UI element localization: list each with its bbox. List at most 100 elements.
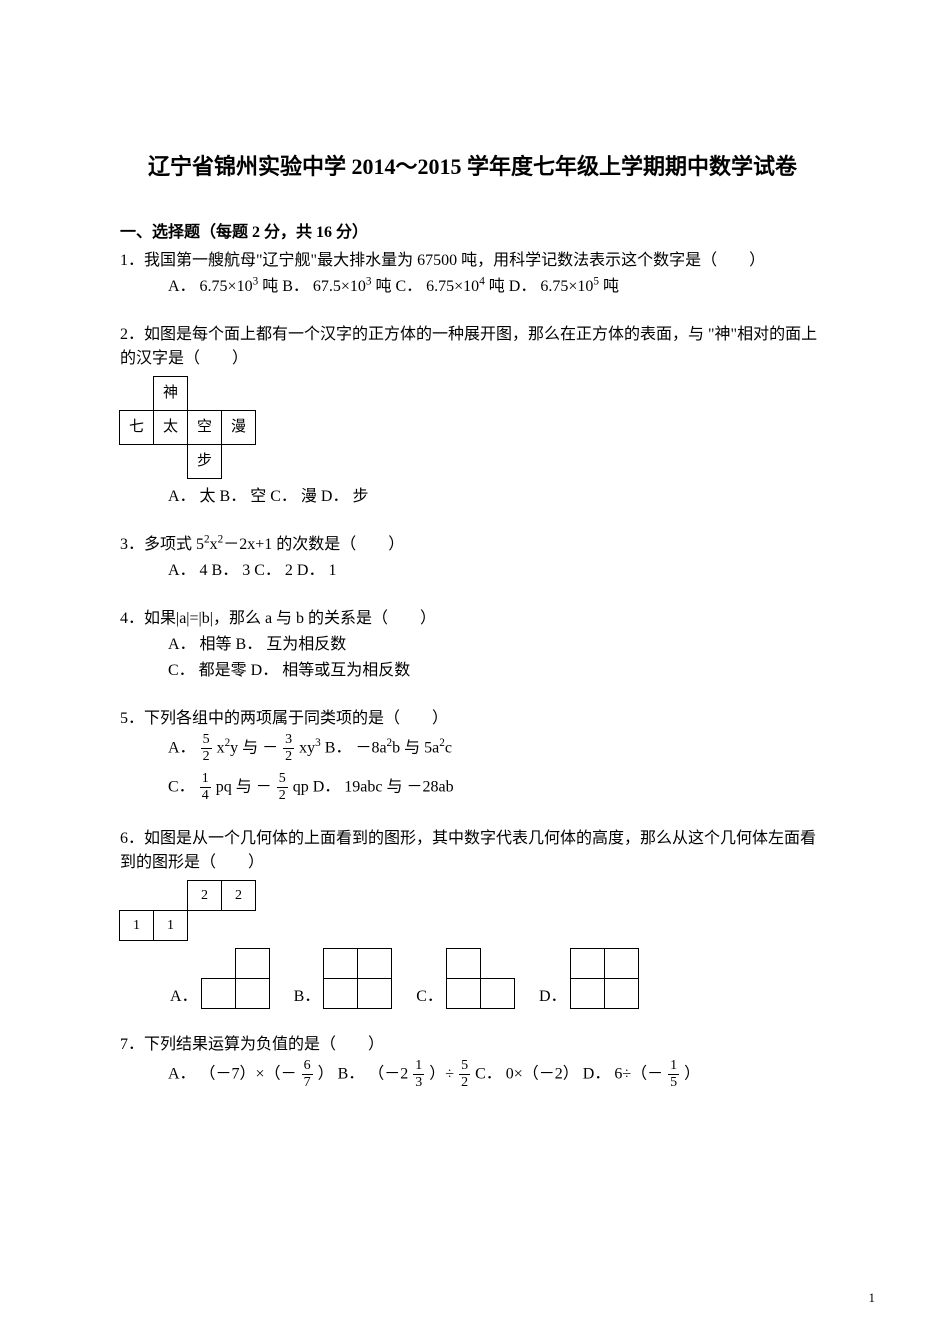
q3-options: A． 4 B． 3 C． 2 D． 1 bbox=[120, 559, 825, 583]
question-6: 6．如图是从一个几何体的上面看到的图形，其中数字代表几何体的高度，那么从这个几何… bbox=[120, 827, 825, 1009]
frac-den: 2 bbox=[459, 1075, 470, 1090]
q5-C-mid1: pq 与 － bbox=[216, 779, 272, 796]
shape-cell bbox=[323, 948, 358, 979]
q5-line2: C． 14 pq 与 － 52 qp D． 19abc 与 －28ab bbox=[168, 772, 825, 803]
frac-num: 1 bbox=[668, 1059, 679, 1075]
tv-cell-1a: 1 bbox=[119, 910, 154, 941]
frac-num: 5 bbox=[459, 1059, 470, 1075]
frac-num: 1 bbox=[200, 772, 211, 788]
shape-cell bbox=[604, 948, 639, 979]
q6-option-D: D． bbox=[537, 949, 639, 1009]
shape-empty bbox=[481, 949, 515, 979]
q5-A-sup2: 3 bbox=[315, 737, 321, 749]
q6-label-A: A． bbox=[170, 985, 198, 1009]
frac-num: 1 bbox=[413, 1059, 424, 1075]
q6-options: A． B． C． D． bbox=[120, 949, 825, 1009]
q7-text: 7．下列结果运算为负值的是（ ） bbox=[120, 1033, 825, 1057]
q3-mid2: －2x+1 的次数是（ ） bbox=[223, 536, 404, 553]
q5-A-mid1: x bbox=[217, 740, 225, 757]
q7-B-frac2: 52 bbox=[459, 1059, 470, 1090]
q7-D-frac: 15 bbox=[668, 1059, 679, 1090]
shape-cell bbox=[604, 978, 639, 1009]
tv-cell-2a: 2 bbox=[187, 880, 222, 911]
q7-D-post: ） bbox=[684, 1066, 700, 1083]
q5-text: 5．下列各组中的两项属于同类项的是（ ） bbox=[120, 707, 825, 731]
q6-label-D: D． bbox=[539, 985, 567, 1009]
frac-den: 5 bbox=[668, 1075, 679, 1090]
q4-line2: C． 都是零 D． 相等或互为相反数 bbox=[168, 659, 825, 683]
question-7: 7．下列结果运算为负值的是（ ） A． （－7）×（－ 67 ） B． （－2 … bbox=[120, 1033, 825, 1090]
q1-optC-post: 吨 D． 6.75×10 bbox=[485, 278, 594, 295]
cube-cell-步: 步 bbox=[187, 444, 222, 479]
q7-A-post: ） B． （－2 bbox=[318, 1066, 413, 1083]
cube-cell-七: 七 bbox=[119, 410, 154, 445]
question-2: 2．如图是每个面上都有一个汉字的正方体的一种展开图，那么在正方体的表面，与 "神… bbox=[120, 323, 825, 509]
frac-num: 5 bbox=[277, 772, 288, 788]
q7-B-frac1: 13 bbox=[413, 1059, 424, 1090]
q2-cube-net: 神 七 太 空 漫 步 bbox=[120, 377, 825, 479]
q6-topview: 2 2 1 1 bbox=[120, 881, 825, 941]
tv-cell-2b: 2 bbox=[221, 880, 256, 911]
q6-shape-D bbox=[571, 949, 639, 1009]
frac-den: 2 bbox=[201, 749, 212, 764]
q1-options: A． 6.75×103 吨 B． 67.5×103 吨 C． 6.75×104 … bbox=[120, 275, 825, 299]
q5-C-frac1: 14 bbox=[200, 772, 211, 803]
q1-optA-post: 吨 B． 67.5×10 bbox=[258, 278, 366, 295]
shape-empty bbox=[202, 949, 236, 979]
shape-cell bbox=[357, 978, 392, 1009]
q1-text: 1．我国第一艘航母"辽宁舰"最大排水量为 67500 吨，用科学记数法表示这个数… bbox=[120, 249, 825, 273]
q6-text: 6．如图是从一个几何体的上面看到的图形，其中数字代表几何体的高度，那么从这个几何… bbox=[120, 827, 825, 875]
q6-label-C: C． bbox=[416, 985, 443, 1009]
q3-mid1: x bbox=[210, 536, 218, 553]
q5-C-frac2: 52 bbox=[277, 772, 288, 803]
cube-cell-空: 空 bbox=[187, 410, 222, 445]
q6-shape-C bbox=[447, 949, 515, 1009]
q4-options: A． 相等 B． 互为相反数 C． 都是零 D． 相等或互为相反数 bbox=[120, 633, 825, 683]
q5-A-frac2: 32 bbox=[283, 733, 294, 764]
q5-line1: A． 52 x2y 与 － 32 xy3 B． －8a2b 与 5a2c bbox=[168, 733, 825, 764]
q4-line1: A． 相等 B． 互为相反数 bbox=[168, 633, 825, 657]
q5-D-pre: D． 19abc 与 －28ab bbox=[313, 779, 454, 796]
q6-shape-A bbox=[202, 949, 270, 1009]
q1-optA-pre: A． 6.75×10 bbox=[168, 278, 253, 295]
q7-B-mid: ）÷ bbox=[429, 1066, 454, 1083]
q6-shape-B bbox=[324, 949, 392, 1009]
q5-A-mid2: y 与 － bbox=[230, 740, 278, 757]
q5-C-mid2: qp bbox=[293, 779, 309, 796]
q6-option-A: A． bbox=[168, 949, 270, 1009]
shape-cell bbox=[201, 978, 236, 1009]
cube-cell-漫: 漫 bbox=[221, 410, 256, 445]
frac-den: 3 bbox=[413, 1075, 424, 1090]
q7-A-pre: A． （－7）×（－ bbox=[168, 1066, 297, 1083]
q7-B-post: C． 0×（－2） D． 6÷（－ bbox=[475, 1066, 663, 1083]
frac-den: 2 bbox=[283, 749, 294, 764]
q5-B-pre: B． －8a bbox=[325, 740, 387, 757]
q5-B-mid: b 与 5a bbox=[392, 740, 439, 757]
q5-A-frac1: 52 bbox=[201, 733, 212, 764]
q7-A-frac: 67 bbox=[302, 1059, 313, 1090]
shape-cell bbox=[235, 978, 270, 1009]
cube-empty-cell bbox=[120, 377, 154, 411]
shape-cell bbox=[570, 978, 605, 1009]
q2-options: A． 太 B． 空 C． 漫 D． 步 bbox=[120, 485, 825, 509]
q4-text: 4．如果|a|=|b|，那么 a 与 b 的关系是（ ） bbox=[120, 607, 825, 631]
frac-num: 6 bbox=[302, 1059, 313, 1075]
tv-empty bbox=[154, 881, 188, 911]
tv-empty bbox=[222, 911, 256, 941]
q6-option-B: B． bbox=[292, 949, 393, 1009]
shape-cell bbox=[357, 948, 392, 979]
q1-optD-post: 吨 bbox=[599, 278, 619, 295]
q3-pre: 3．多项式 5 bbox=[120, 536, 204, 553]
shape-cell bbox=[446, 948, 481, 979]
shape-cell bbox=[323, 978, 358, 1009]
page-title: 辽宁省锦州实验中学 2014～2015 学年度七年级上学期期中数学试卷 bbox=[120, 150, 825, 183]
page-number: 1 bbox=[869, 1288, 876, 1308]
q5-B-post: c bbox=[445, 740, 452, 757]
frac-num: 5 bbox=[201, 733, 212, 749]
tv-empty bbox=[188, 911, 222, 941]
q3-text: 3．多项式 52x2－2x+1 的次数是（ ） bbox=[120, 533, 825, 557]
cube-empty-cell bbox=[120, 445, 154, 479]
cube-empty-cell bbox=[222, 445, 256, 479]
q1-optB-post: 吨 C． 6.75×10 bbox=[371, 278, 479, 295]
cube-empty-cell bbox=[222, 377, 256, 411]
